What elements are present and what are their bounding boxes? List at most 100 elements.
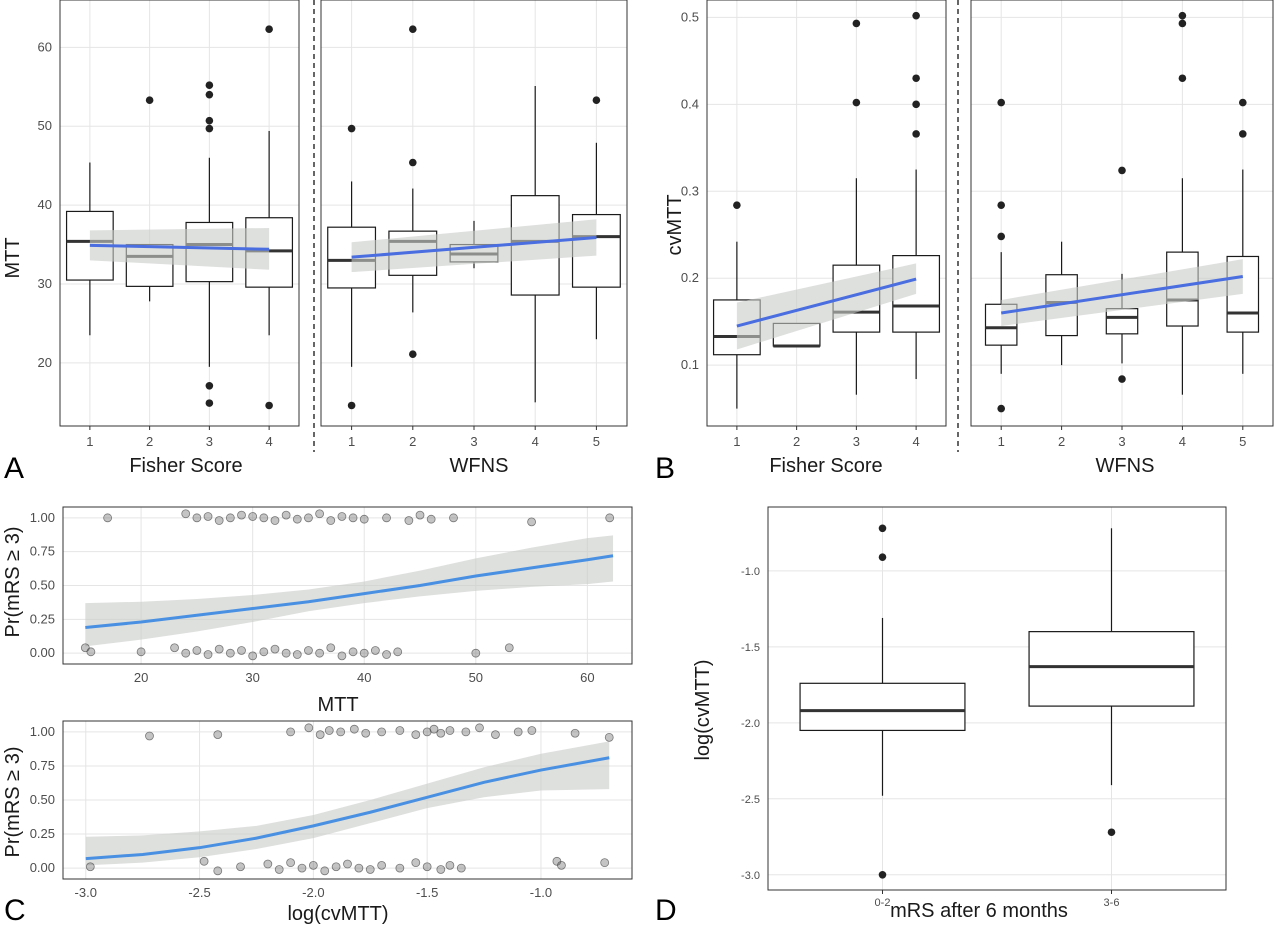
- panel-b-wfns-plot: 1 2 3 4 5: [970, 0, 1274, 449]
- y-tick-label: 50: [38, 118, 52, 133]
- outlier-point: [733, 201, 741, 209]
- panel-a-wfns-xlabel: WFNS: [450, 455, 509, 477]
- data-point: [436, 865, 446, 874]
- data-point: [170, 643, 179, 653]
- data-point: [304, 723, 314, 733]
- outlier-point: [878, 524, 887, 533]
- y-tick-label: 0.4: [681, 96, 699, 111]
- x-tick-label: -2.0: [302, 885, 324, 900]
- ci-ribbon: [85, 535, 614, 647]
- outlier-point: [205, 116, 214, 125]
- y-tick-label: 0.2: [681, 270, 699, 285]
- outlier-point: [145, 96, 154, 104]
- x-tick-label: 2: [409, 434, 416, 449]
- data-point: [404, 516, 414, 525]
- fit-line: [89, 243, 270, 251]
- fit-line: [736, 277, 917, 328]
- outlier-point: [997, 201, 1005, 209]
- x-tick-label: 4: [913, 434, 920, 449]
- data-point: [377, 727, 387, 737]
- outlier-point: [912, 11, 920, 20]
- data-point: [600, 858, 610, 868]
- data-point: [445, 726, 455, 735]
- y-tick-label: 20: [38, 355, 52, 370]
- data-point: [337, 651, 347, 661]
- y-tick-label: 0.50: [30, 578, 55, 593]
- y-tick-label: 60: [38, 39, 52, 54]
- x-tick-label: 0-2: [875, 897, 891, 909]
- ci-ribbon: [85, 741, 610, 866]
- data-point: [203, 512, 213, 521]
- panel-a-ylabel: MTT: [2, 237, 24, 278]
- ci-ribbon: [89, 227, 270, 270]
- fit-curve: [85, 554, 614, 629]
- x-tick-label: 2: [1058, 434, 1065, 449]
- panel-border: [62, 506, 633, 665]
- data-point: [349, 724, 359, 734]
- panel-a-wfns-plot: 1 2 3 4 5: [320, 0, 628, 449]
- ci-ribbon: [351, 219, 597, 273]
- x-tick-label: 1: [998, 434, 1005, 449]
- data-point: [85, 862, 95, 872]
- data-point: [237, 646, 246, 655]
- x-tick-label: 3: [470, 434, 477, 449]
- y-tick-label: 0.00: [30, 860, 55, 875]
- x-tick-label: 4: [266, 434, 273, 449]
- data-point: [429, 724, 439, 734]
- x-tick-label: 4: [532, 434, 539, 449]
- data-point: [326, 643, 336, 653]
- outlier-point: [997, 232, 1005, 241]
- y-tick-label: -1.0: [741, 566, 760, 578]
- panel-border: [767, 506, 1227, 891]
- panel-c-logcv-plot: 0.00 0.25 0.50 0.75 1.00 -3.0 -2.5 -2.0 -1.5 -1.0: [30, 720, 633, 900]
- data-point: [359, 648, 369, 658]
- outlier-point: [912, 74, 920, 83]
- data-point: [513, 727, 523, 737]
- data-point: [445, 860, 455, 870]
- data-point: [181, 648, 191, 658]
- x-tick-label: 1: [86, 434, 93, 449]
- data-point: [570, 728, 580, 738]
- data-point: [348, 513, 358, 523]
- data-point: [192, 646, 202, 655]
- data-point: [281, 510, 291, 520]
- data-point: [145, 731, 154, 741]
- outlier-point: [205, 124, 214, 133]
- y-tick-label: 0.1: [681, 357, 699, 372]
- y-tick-label: -3.0: [741, 870, 760, 882]
- data-point: [370, 646, 380, 655]
- data-point: [259, 647, 269, 657]
- box: [1105, 308, 1139, 335]
- ci-ribbon: [736, 263, 917, 350]
- data-point: [324, 726, 334, 735]
- data-point: [237, 510, 246, 520]
- x-tick-label: 3: [853, 434, 860, 449]
- data-point: [377, 860, 387, 870]
- y-tick-label: 0.50: [30, 792, 55, 807]
- data-point: [181, 509, 191, 519]
- panel-c-logcv-ylabel: Pr(mRS ≥ 3): [2, 747, 24, 858]
- data-point: [213, 866, 223, 876]
- data-point: [348, 647, 358, 657]
- data-point: [436, 728, 446, 738]
- data-point: [461, 727, 471, 737]
- x-tick-label: 2: [146, 434, 153, 449]
- outlier-point: [265, 25, 273, 33]
- outlier-point: [205, 81, 214, 89]
- panel-border: [62, 720, 633, 880]
- data-point: [320, 866, 330, 876]
- data-point: [270, 516, 280, 525]
- x-tick-label: 2: [793, 434, 800, 449]
- data-point: [292, 514, 302, 524]
- x-tick-label: 30: [245, 670, 259, 685]
- data-point: [605, 513, 615, 523]
- data-point: [213, 730, 223, 740]
- x-tick-label: 3: [206, 434, 213, 449]
- outlier-point: [205, 399, 214, 407]
- panel-border: [706, 0, 947, 427]
- data-point: [259, 513, 269, 523]
- data-point: [393, 647, 403, 657]
- data-point: [199, 856, 209, 866]
- outlier-point: [997, 404, 1005, 413]
